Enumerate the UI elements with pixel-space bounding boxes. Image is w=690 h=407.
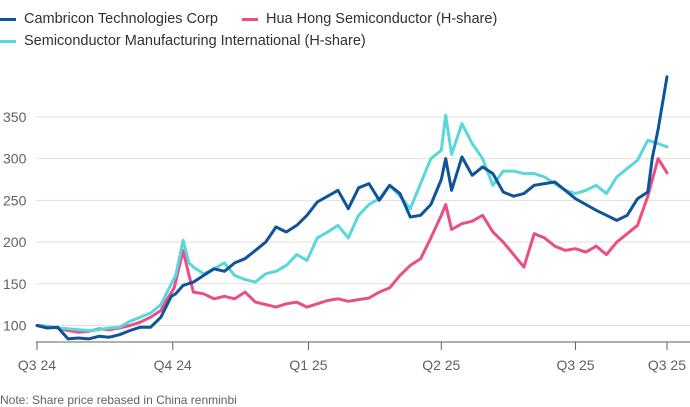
x-tick-label: Q2 25	[422, 357, 460, 373]
series-line-cambricon	[35, 75, 669, 341]
y-tick-label: 300	[3, 151, 27, 167]
legend-label-smic: Semiconductor Manufacturing Internationa…	[24, 33, 366, 49]
chart-legend: Cambricon Technologies Corp Hua Hong Sem…	[0, 8, 690, 52]
x-tick-label: Q3 24	[18, 357, 56, 373]
x-axis: Q3 24 Q4 24 Q1 25 Q2 25 Q3 25 Q3 25	[18, 341, 690, 373]
y-tick-label: 250	[3, 192, 27, 208]
x-tick-label: Q1 25	[289, 357, 327, 373]
legend-swatch-smic	[0, 39, 16, 43]
legend-swatch-hua-hong	[241, 17, 258, 21]
legend-row-2: Semiconductor Manufacturing Internationa…	[0, 30, 690, 52]
y-tick-label: 200	[3, 234, 27, 250]
legend-row-1: Cambricon Technologies Corp Hua Hong Sem…	[0, 8, 690, 30]
y-tick-label: 350	[3, 109, 27, 125]
legend-item-smic: Semiconductor Manufacturing Internationa…	[0, 33, 366, 49]
y-tick-label: 100	[3, 318, 27, 334]
series-line-smic	[35, 113, 669, 332]
legend-swatch-cambricon	[0, 17, 16, 21]
legend-item-cambricon: Cambricon Technologies Corp	[0, 11, 218, 27]
legend-item-hua-hong: Hua Hong Semiconductor (H-share)	[241, 11, 498, 27]
chart-note: Note: Share price rebased in China renmi…	[0, 393, 237, 407]
x-tick-label: Q4 24	[154, 357, 192, 373]
y-tick-label: 150	[3, 276, 27, 292]
x-tick-label: Q3 25	[556, 357, 594, 373]
legend-label-hua-hong: Hua Hong Semiconductor (H-share)	[265, 11, 498, 27]
x-tick-label: Q3 25	[648, 357, 686, 373]
series-line-hua-hong	[35, 157, 669, 334]
legend-label-cambricon: Cambricon Technologies Corp	[24, 11, 218, 27]
series-lines	[35, 75, 669, 341]
